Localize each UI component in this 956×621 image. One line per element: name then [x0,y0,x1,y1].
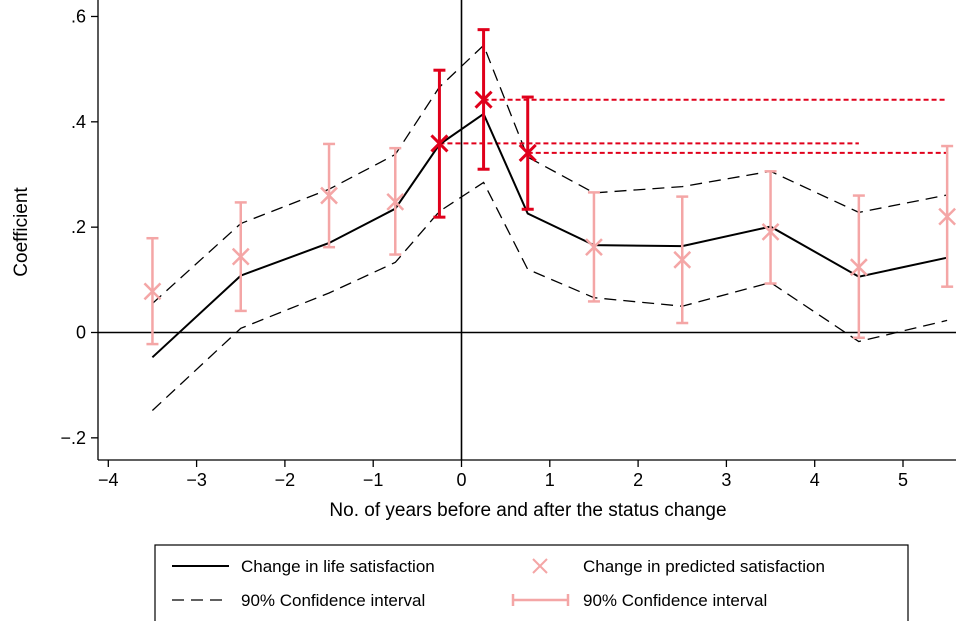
x-tick-label: 5 [898,470,908,490]
cross-stroke [430,134,449,153]
predicted-cross-marker [430,134,449,153]
legend: Change in life satisfaction 90% Confiden… [154,544,909,621]
x-tick-label: 2 [633,470,643,490]
ci-upper-dashed-line [151,44,948,304]
cross-stroke [673,250,692,269]
legend-label-ci-error-bar: 90% Confidence interval [583,591,767,610]
y-tick-label: .4 [71,112,86,132]
life-satisfaction-line [151,112,948,359]
cross-stroke [320,186,338,205]
cross-stroke [518,143,537,162]
y-tick-label: .2 [71,217,86,237]
x-tick-label: 3 [721,470,731,490]
predicted-cross-marker [386,192,405,211]
predicted-cross-marker [938,207,956,226]
legend-label-ci-dashed: 90% Confidence interval [241,591,425,610]
y-axis-title: Coefficient [11,187,32,277]
predicted-cross-marker [143,282,162,301]
x-tick-label: 4 [810,470,820,490]
predicted-cross-marker [518,143,537,162]
predicted-cross-marker [673,250,692,269]
cross-stroke [938,207,956,226]
cross-stroke [231,247,250,266]
y-tick-label: −.2 [60,428,86,448]
predicted-cross-marker [231,247,250,266]
predicted-cross-marker [761,223,780,241]
legend-cross-marker-swatch [532,558,548,574]
x-tick-label: −1 [363,470,384,490]
x-axis-title: No. of years before and after the status… [329,500,726,521]
legend-label-predicted-satisfaction: Change in predicted satisfaction [583,557,825,576]
cross-stroke [849,258,868,277]
y-tick-label: .6 [71,6,86,26]
cross-stroke [585,238,603,257]
y-tick-label: 0 [76,323,86,343]
cross-stroke [474,90,493,109]
legend-error-bar-swatch [511,594,570,606]
x-tick-label: −4 [98,470,119,490]
predicted-error-bar [764,170,777,285]
x-tick-label: 0 [456,470,466,490]
axes: −.2 0 .2 .4 .6 −4 −3 −2 −1 0 1 2 3 4 5 [60,0,956,490]
x-tick-label: −2 [275,470,296,490]
plot-area [98,0,956,460]
cross-stroke [761,223,780,241]
x-tick-label: −3 [186,470,207,490]
predicted-cross-marker [474,90,493,109]
legend-box [154,544,909,621]
predicted-cross-marker [320,186,338,205]
predicted-cross-marker [585,238,603,257]
legend-label-life-satisfaction: Change in life satisfaction [241,557,435,576]
x-tick-label: 1 [545,470,555,490]
cross-stroke [386,192,405,211]
cross-stroke [143,282,162,301]
predicted-cross-marker [849,258,868,277]
ci-lower-dashed-line [151,181,948,411]
